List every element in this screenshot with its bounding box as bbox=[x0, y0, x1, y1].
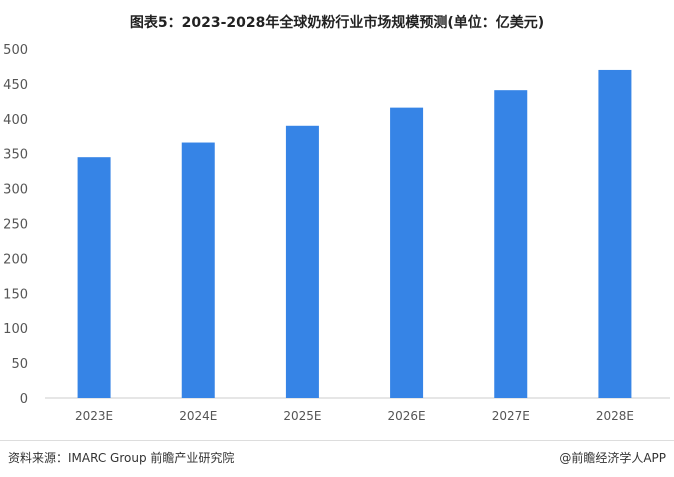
y-tick-label: 0 bbox=[20, 392, 28, 407]
y-tick-label: 350 bbox=[3, 148, 28, 163]
y-tick-label: 400 bbox=[3, 113, 28, 128]
y-tick-label: 100 bbox=[3, 322, 28, 337]
y-tick-label: 50 bbox=[11, 357, 28, 372]
x-tick-label: 2024E bbox=[179, 409, 217, 423]
chart-title: 图表5：2023-2028年全球奶粉行业市场规模预测(单位：亿美元) bbox=[129, 15, 545, 31]
bar-2025E bbox=[285, 125, 319, 398]
x-tick-label: 2026E bbox=[388, 409, 426, 423]
bar-2024E bbox=[181, 142, 215, 398]
bar-chart: 0 50 100 150 200 250 300 350 400 450 500 2023E 2024E… bbox=[3, 43, 670, 423]
x-tick-label: 2025E bbox=[283, 409, 321, 423]
bar-2027E bbox=[494, 90, 528, 398]
bar-2028E bbox=[598, 69, 632, 398]
y-tick-label: 300 bbox=[3, 183, 28, 198]
bar-2026E bbox=[390, 107, 424, 398]
y-tick-label: 150 bbox=[3, 287, 28, 302]
divider bbox=[0, 440, 674, 441]
y-tick-label: 250 bbox=[3, 218, 28, 233]
y-tick-label: 450 bbox=[3, 78, 28, 93]
x-tick-label: 2027E bbox=[492, 409, 530, 423]
x-tick-label: 2023E bbox=[75, 409, 113, 423]
source-note: 资料来源：IMARC Group 前瞻产业研究院 bbox=[8, 451, 235, 465]
y-tick-label: 200 bbox=[3, 252, 28, 267]
bar-2023E bbox=[77, 157, 111, 398]
x-tick-label: 2028E bbox=[596, 409, 634, 423]
app-credit: @前瞻经济学人APP bbox=[559, 451, 666, 465]
y-tick-label: 500 bbox=[3, 43, 28, 58]
